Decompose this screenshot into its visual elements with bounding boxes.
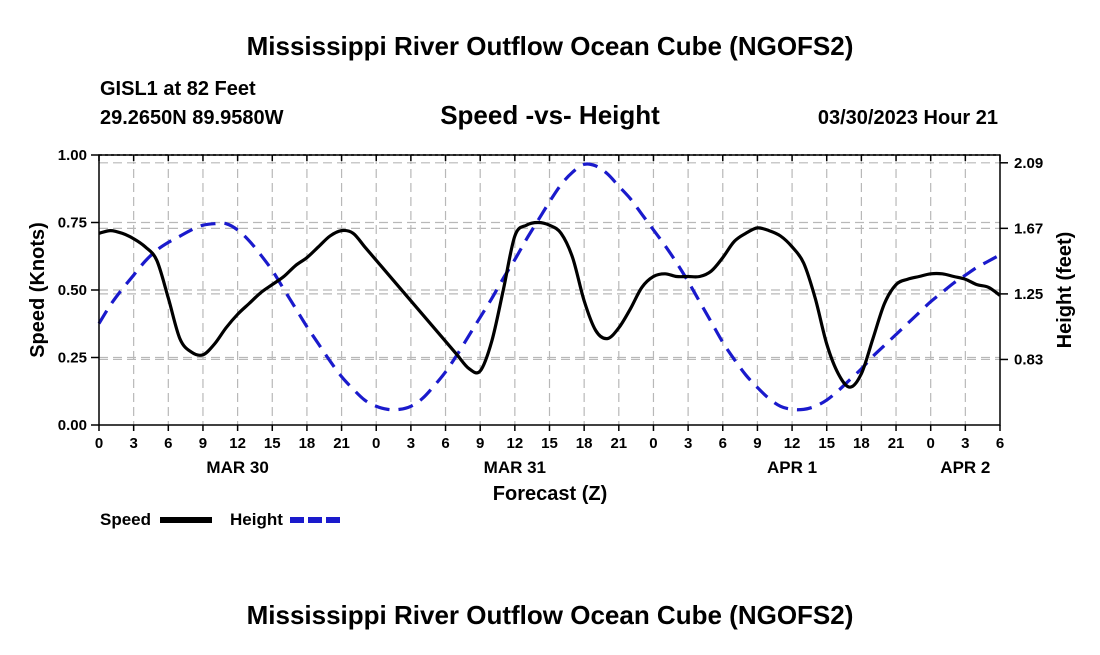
x-tick-label: 0 — [649, 435, 657, 452]
legend: Speed Height — [100, 510, 342, 529]
x-tick-label: 21 — [333, 435, 350, 452]
x-tick-label: 18 — [853, 435, 870, 452]
series-line-height — [97, 162, 1001, 412]
x-tick-label: 3 — [407, 435, 415, 452]
y-tick-label-right: 0.83 — [1014, 351, 1043, 368]
x-date-label: MAR 31 — [484, 458, 546, 477]
x-tick-label: 12 — [507, 435, 524, 452]
y-tick-label-left: 0.75 — [58, 215, 87, 232]
x-tick-label: 9 — [753, 435, 761, 452]
chart-title-repeat: Mississippi River Outflow Ocean Cube (NG… — [247, 600, 854, 630]
legend-label-speed: Speed — [100, 510, 151, 529]
y-axis-label-left: Speed (Knots) — [27, 222, 49, 358]
y-tick-label-left: 0.00 — [58, 417, 87, 434]
y-tick-label-left: 0.50 — [58, 282, 87, 299]
x-tick-label: 21 — [610, 435, 627, 452]
y-tick-label-right: 2.09 — [1014, 155, 1043, 172]
timestamp-label: 03/30/2023 Hour 21 — [818, 107, 998, 129]
x-tick-label: 3 — [684, 435, 692, 452]
x-tick-label: 9 — [476, 435, 484, 452]
x-tick-label: 0 — [372, 435, 380, 452]
location-label: 29.2650N 89.9580W — [100, 107, 284, 129]
x-tick-label: 6 — [719, 435, 727, 452]
x-tick-label: 15 — [541, 435, 558, 452]
y-tick-label-left: 0.25 — [58, 350, 87, 367]
y-tick-label-left: 1.00 — [58, 147, 87, 164]
chart-title: Mississippi River Outflow Ocean Cube (NG… — [247, 31, 854, 61]
x-tick-label: 9 — [199, 435, 207, 452]
x-date-label: MAR 30 — [206, 458, 268, 477]
x-tick-label: 6 — [996, 435, 1004, 452]
grid-layer — [99, 154, 1000, 425]
series-layer — [97, 162, 1001, 412]
x-tick-label: 0 — [95, 435, 103, 452]
x-tick-label: 15 — [818, 435, 835, 452]
x-axis-label: Forecast (Z) — [493, 483, 607, 505]
x-tick-label: 18 — [576, 435, 593, 452]
x-tick-label: 6 — [441, 435, 449, 452]
legend-label-height: Height — [230, 510, 283, 529]
x-tick-label: 12 — [784, 435, 801, 452]
y-tick-label-right: 1.67 — [1014, 220, 1043, 237]
x-tick-label: 3 — [961, 435, 969, 452]
y-tick-label-right: 1.25 — [1014, 286, 1043, 303]
x-tick-label: 6 — [164, 435, 172, 452]
tick-layer: 0 3 6 9 12 15 18 21 0 3 6 9 12 15 18 21 0 3 6 9 12 15 18 21 0 3 6 M… — [58, 147, 1043, 477]
x-date-label: APR 1 — [767, 458, 817, 477]
x-tick-label: 18 — [299, 435, 316, 452]
y-axis-label-right: Height (feet) — [1054, 232, 1076, 349]
x-tick-label: 12 — [229, 435, 246, 452]
x-date-label: APR 2 — [940, 458, 990, 477]
x-tick-label: 0 — [927, 435, 935, 452]
chart-subtitle: Speed -vs- Height — [440, 100, 660, 130]
series-line-speed — [98, 220, 1001, 389]
x-tick-label: 15 — [264, 435, 281, 452]
station-label: GISL1 at 82 Feet — [100, 78, 256, 100]
x-tick-label: 21 — [888, 435, 905, 452]
x-tick-label: 3 — [129, 435, 137, 452]
